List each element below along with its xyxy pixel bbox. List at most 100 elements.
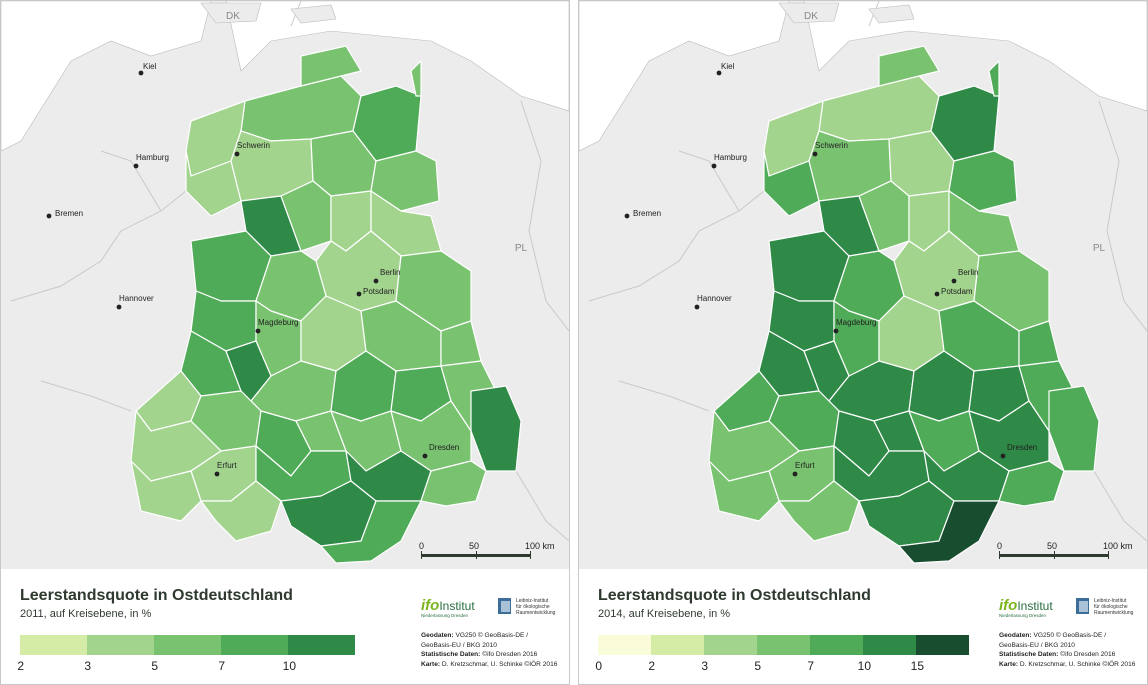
credits-statistische-label: Statistische Daten: <box>999 651 1059 659</box>
city-marker <box>373 278 379 284</box>
map-title: Leerstandsquote in Ostdeutschland <box>598 587 871 604</box>
city-marker <box>116 304 122 310</box>
legend-swatch <box>916 635 969 655</box>
city-marker <box>812 151 818 157</box>
sea-area <box>225 1 569 112</box>
legend-ticks: 0 2 3 5 7 10 15 <box>595 659 998 673</box>
map-canvas: DK PL Kiel Hamburg Bremen Hannover Schwerin Ber… <box>579 1 1147 569</box>
legend-swatch <box>288 635 355 655</box>
legend-tick-label: 5 <box>754 659 762 673</box>
legend-swatch <box>863 635 916 655</box>
country-label: DK <box>804 11 818 22</box>
island <box>290 4 337 24</box>
sea-area <box>1 1 212 152</box>
city-label: Hannover <box>697 294 732 303</box>
scale-tick-label: 0 <box>419 541 425 551</box>
district-region <box>300 45 362 87</box>
legend-tick-label: 5 <box>151 659 159 673</box>
city-label: Kiel <box>143 62 157 71</box>
ifo-logo-word: ifo <box>421 597 440 614</box>
scale-tick <box>1108 551 1109 559</box>
district-region <box>410 60 422 97</box>
legend-swatch <box>87 635 154 655</box>
scale-bar: 0 50 100 km <box>419 541 559 565</box>
ifo-logo: ifoInstitut Niederlassung Dresden <box>421 597 475 618</box>
city-marker <box>46 213 52 219</box>
city-label: Erfurt <box>795 461 815 470</box>
legend-tick-label: 7 <box>218 659 226 673</box>
scale-tick-label: 0 <box>997 541 1003 551</box>
city-label: Potsdam <box>941 287 973 296</box>
state-border <box>1098 100 1147 332</box>
city-marker <box>711 163 717 169</box>
legend-tick-label: 2 <box>648 659 656 673</box>
legend-tick-label: 15 <box>910 659 925 673</box>
map-title: Leerstandsquote in Ostdeutschland <box>20 587 293 604</box>
city-marker <box>951 278 957 284</box>
credits-karte-label: Karte: <box>421 660 441 668</box>
credits-geodaten-2: GeoBasis-EU / BKG 2010 <box>421 641 497 649</box>
ifo-logo-institut: Institut <box>439 599 475 613</box>
ioer-logo-icon <box>498 598 511 614</box>
scale-tick <box>421 551 422 559</box>
state-border <box>100 150 162 212</box>
city-marker <box>356 291 362 297</box>
credits-geodaten-label: Geodaten: <box>421 632 454 639</box>
scale-tick-label: 50 <box>1047 541 1058 551</box>
country-label: PL <box>1093 243 1106 254</box>
legend-swatch <box>20 635 87 655</box>
legend-tick-label: 3 <box>701 659 709 673</box>
legend-swatch <box>810 635 863 655</box>
credits-karte: D. Kretzschmar, U. Schinke ©IÖR 2016 <box>1019 660 1136 668</box>
island <box>868 4 915 24</box>
legend-tick-label: 10 <box>282 659 297 673</box>
scale-tick-label: 50 <box>469 541 480 551</box>
city-marker <box>624 213 630 219</box>
state-border <box>515 470 569 542</box>
city-label: Erfurt <box>217 461 237 470</box>
legend-swatch <box>704 635 757 655</box>
state-border <box>588 190 765 302</box>
city-marker <box>792 471 798 477</box>
ifo-logo-subtitle: Niederlassung Dresden <box>999 613 1047 618</box>
country-label: DK <box>226 11 240 22</box>
city-label: Bremen <box>55 209 83 218</box>
scale-bar: 0 50 100 km <box>997 541 1137 565</box>
city-marker <box>934 291 940 297</box>
district-region <box>988 60 1000 97</box>
city-label: Schwerin <box>815 141 848 150</box>
scale-tick-label: 100 km <box>525 541 555 551</box>
city-label: Dresden <box>429 443 459 452</box>
city-label: Hamburg <box>714 153 747 162</box>
city-label: Hannover <box>119 294 154 303</box>
legend-swatch <box>598 635 651 655</box>
city-label: Berlin <box>958 268 978 277</box>
scale-tick-label: 100 km <box>1103 541 1133 551</box>
city-marker <box>833 328 839 334</box>
sea-area <box>579 1 790 152</box>
ioer-logo-icon <box>1076 598 1089 614</box>
ifo-logo-institut: Institut <box>1017 599 1053 613</box>
state-border <box>40 380 132 412</box>
ioer-logo: Leibniz-Institut für ökologische Raument… <box>1075 595 1145 625</box>
city-label: Hamburg <box>136 153 169 162</box>
credits-geodaten: VG250 © GeoBasis-DE / <box>455 632 529 639</box>
city-marker <box>133 163 139 169</box>
island <box>778 2 840 24</box>
credits-geodaten-2: GeoBasis-EU / BKG 2010 <box>999 641 1075 649</box>
district-region <box>320 500 422 564</box>
island <box>200 2 262 24</box>
district-region <box>200 480 282 542</box>
credits-karte: D. Kretzschmar, U. Schinke ©IÖR 2016 <box>441 660 558 668</box>
city-label: Berlin <box>380 268 400 277</box>
city-label: Potsdam <box>363 287 395 296</box>
legend-tick-label: 7 <box>807 659 815 673</box>
map-panel-2014: DK PL Kiel Hamburg Bremen Hannover Schwerin Ber… <box>578 0 1148 685</box>
credits-statistische: ©ifo Dresden 2016 <box>482 651 538 659</box>
city-label: Kiel <box>721 62 735 71</box>
city-marker <box>234 151 240 157</box>
ifo-logo-word: ifo <box>999 597 1018 614</box>
map-subtitle: 2011, auf Kreisebene, in % <box>20 608 152 620</box>
scale-tick <box>476 551 477 559</box>
legend-color-bar <box>20 635 355 655</box>
